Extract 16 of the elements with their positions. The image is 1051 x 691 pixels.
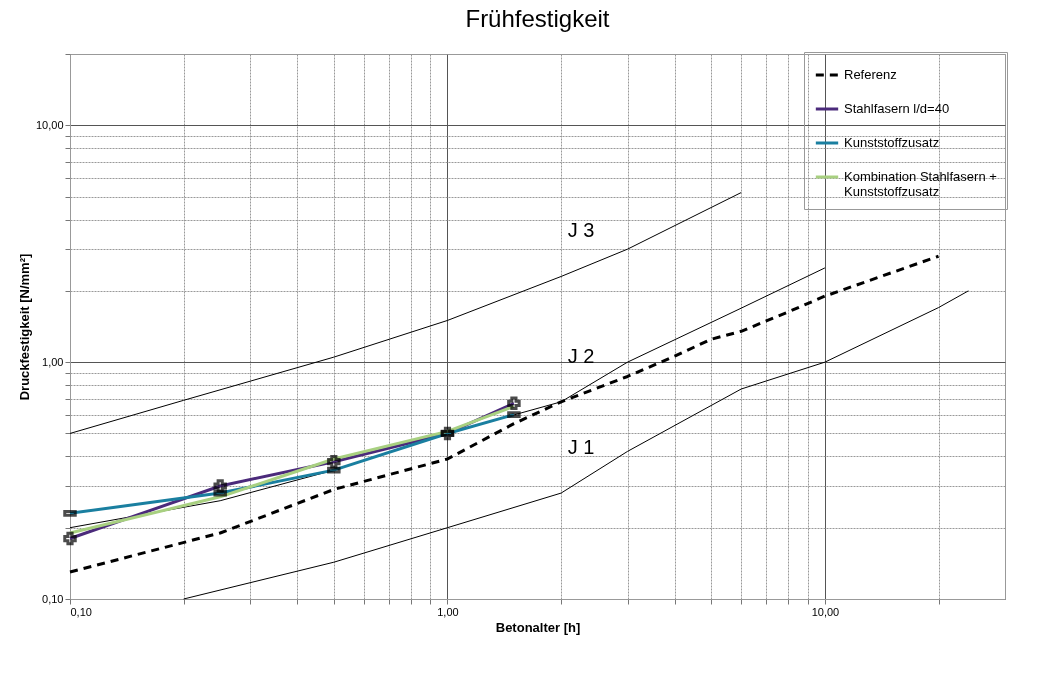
annotation: J 2 [567, 344, 595, 367]
legend-label: Kunststoffzusatz [844, 135, 940, 150]
x-tick-label: 0,10 [70, 605, 92, 618]
y-tick-label: 1,00 [42, 355, 64, 368]
annotation: J 3 [567, 219, 595, 242]
x-tick-label: 10,00 [811, 605, 840, 618]
y-tick-label: 0,10 [42, 592, 64, 605]
annotation: J 1 [567, 436, 595, 459]
legend-label: Stahlfasern l/d=40 [844, 101, 950, 116]
legend-label: Kombination Stahlfasern + Kunststoffzusatz [844, 169, 997, 199]
legend-label: Referenz [844, 67, 897, 82]
x-axis-title: Betonalter [h] [495, 619, 581, 635]
x-tick-label: 1,00 [437, 605, 459, 618]
y-tick-label: 10,00 [35, 118, 64, 131]
y-axis-title: Druckfestigkeit [N/mm²] [16, 253, 32, 401]
chart-title: Frühfestigkeit [465, 5, 610, 32]
